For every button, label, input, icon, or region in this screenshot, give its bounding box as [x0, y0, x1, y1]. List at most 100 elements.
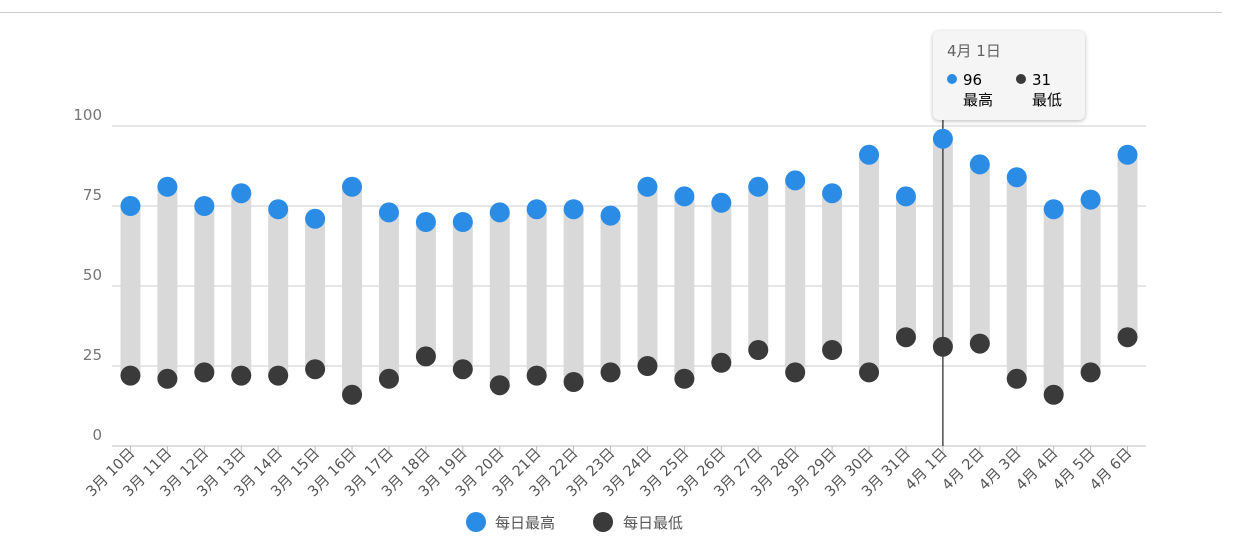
range-bar — [268, 209, 289, 376]
low-point — [268, 365, 289, 386]
high-point — [822, 183, 843, 204]
low-point — [120, 365, 141, 386]
high-point — [194, 196, 215, 216]
high-point — [1117, 144, 1138, 165]
tooltip-item-high: 96 最高 — [947, 70, 1016, 110]
low-point — [526, 365, 547, 386]
range-bar — [194, 206, 215, 373]
range-bar — [859, 154, 880, 373]
low-point — [674, 368, 695, 389]
high-point — [526, 199, 547, 220]
range-bar — [1006, 177, 1027, 379]
high-point — [1006, 167, 1027, 188]
low-point — [1117, 327, 1138, 348]
legend: 每日最高 每日最低 — [466, 512, 683, 532]
top-divider — [0, 12, 1222, 13]
x-tick-label: 4月 6日 — [1087, 446, 1135, 494]
range-bar — [748, 186, 769, 350]
low-point — [489, 375, 510, 396]
range-bar — [452, 222, 473, 370]
range-bar — [1043, 209, 1064, 395]
range-bar — [342, 186, 363, 395]
range-bars — [120, 138, 1138, 395]
high-point — [268, 199, 289, 220]
high-point — [711, 192, 732, 213]
low-point — [378, 368, 399, 389]
range-bar — [600, 215, 621, 373]
range-bar — [415, 222, 436, 357]
range-bar — [231, 193, 252, 376]
low-point — [157, 368, 178, 389]
range-bar — [674, 196, 695, 379]
range-bar — [1080, 199, 1101, 373]
low-point — [231, 365, 252, 386]
range-bar — [1117, 154, 1138, 338]
legend-high-label: 每日最高 — [495, 514, 555, 532]
tooltip-high-name: 最高 — [963, 91, 994, 109]
low-point — [859, 362, 880, 383]
legend-low-swatch — [593, 512, 613, 532]
y-axis: 0 25 50 75 100 — [73, 106, 102, 444]
low-point — [711, 352, 732, 373]
range-bar — [120, 206, 141, 376]
range-bar — [378, 212, 399, 379]
high-point — [231, 183, 252, 204]
tooltip-title: 4月 1日 — [947, 42, 1001, 60]
high-point — [378, 202, 399, 223]
tooltip-high-value: 96 — [963, 71, 983, 89]
y-tick-label: 100 — [73, 106, 102, 124]
high-point — [895, 186, 916, 207]
high-point — [415, 212, 436, 232]
high-point — [1043, 199, 1064, 220]
low-point — [748, 340, 769, 360]
low-point — [822, 340, 843, 360]
tooltip: 4月 1日 96 最高 31 最低 — [933, 31, 1085, 120]
range-bar — [526, 209, 547, 376]
y-tick-label: 0 — [92, 426, 102, 444]
tooltip-low-dot — [1016, 74, 1026, 84]
low-point — [305, 359, 326, 380]
high-point — [785, 170, 806, 191]
high-point — [674, 186, 695, 207]
low-point — [1006, 368, 1027, 389]
low-point — [452, 359, 473, 380]
low-point — [969, 333, 990, 354]
range-bar — [305, 218, 326, 370]
tooltip-low-name: 最低 — [1032, 91, 1063, 109]
low-point — [932, 336, 953, 357]
low-point — [637, 356, 658, 376]
high-point — [600, 205, 621, 226]
gridlines — [112, 125, 1146, 447]
range-bar — [785, 180, 806, 373]
low-point — [563, 372, 584, 392]
range-bar — [489, 212, 510, 386]
y-tick-label: 25 — [83, 346, 102, 364]
high-point — [1080, 189, 1101, 210]
low-point — [600, 362, 621, 383]
range-bar — [895, 196, 916, 338]
high-point — [969, 154, 990, 175]
high-point — [120, 196, 141, 216]
range-bar — [157, 186, 178, 379]
range-bar — [563, 209, 584, 382]
high-point — [637, 176, 658, 197]
legend-high-swatch — [466, 512, 486, 532]
low-point — [1080, 362, 1101, 383]
high-point — [932, 128, 953, 149]
high-point — [342, 176, 363, 197]
low-point — [1043, 384, 1064, 405]
tooltip-item-low: 31 最低 — [1016, 70, 1085, 110]
low-point — [415, 346, 436, 367]
high-point — [748, 176, 769, 197]
low-point — [895, 327, 916, 348]
low-point — [785, 362, 806, 383]
tooltip-high-dot — [947, 74, 957, 84]
y-tick-label: 50 — [83, 266, 102, 284]
low-point — [194, 362, 215, 383]
legend-low-label: 每日最低 — [623, 514, 683, 532]
data-points — [120, 128, 1138, 405]
high-point — [157, 176, 178, 197]
low-point — [342, 384, 363, 405]
high-point — [452, 212, 473, 232]
